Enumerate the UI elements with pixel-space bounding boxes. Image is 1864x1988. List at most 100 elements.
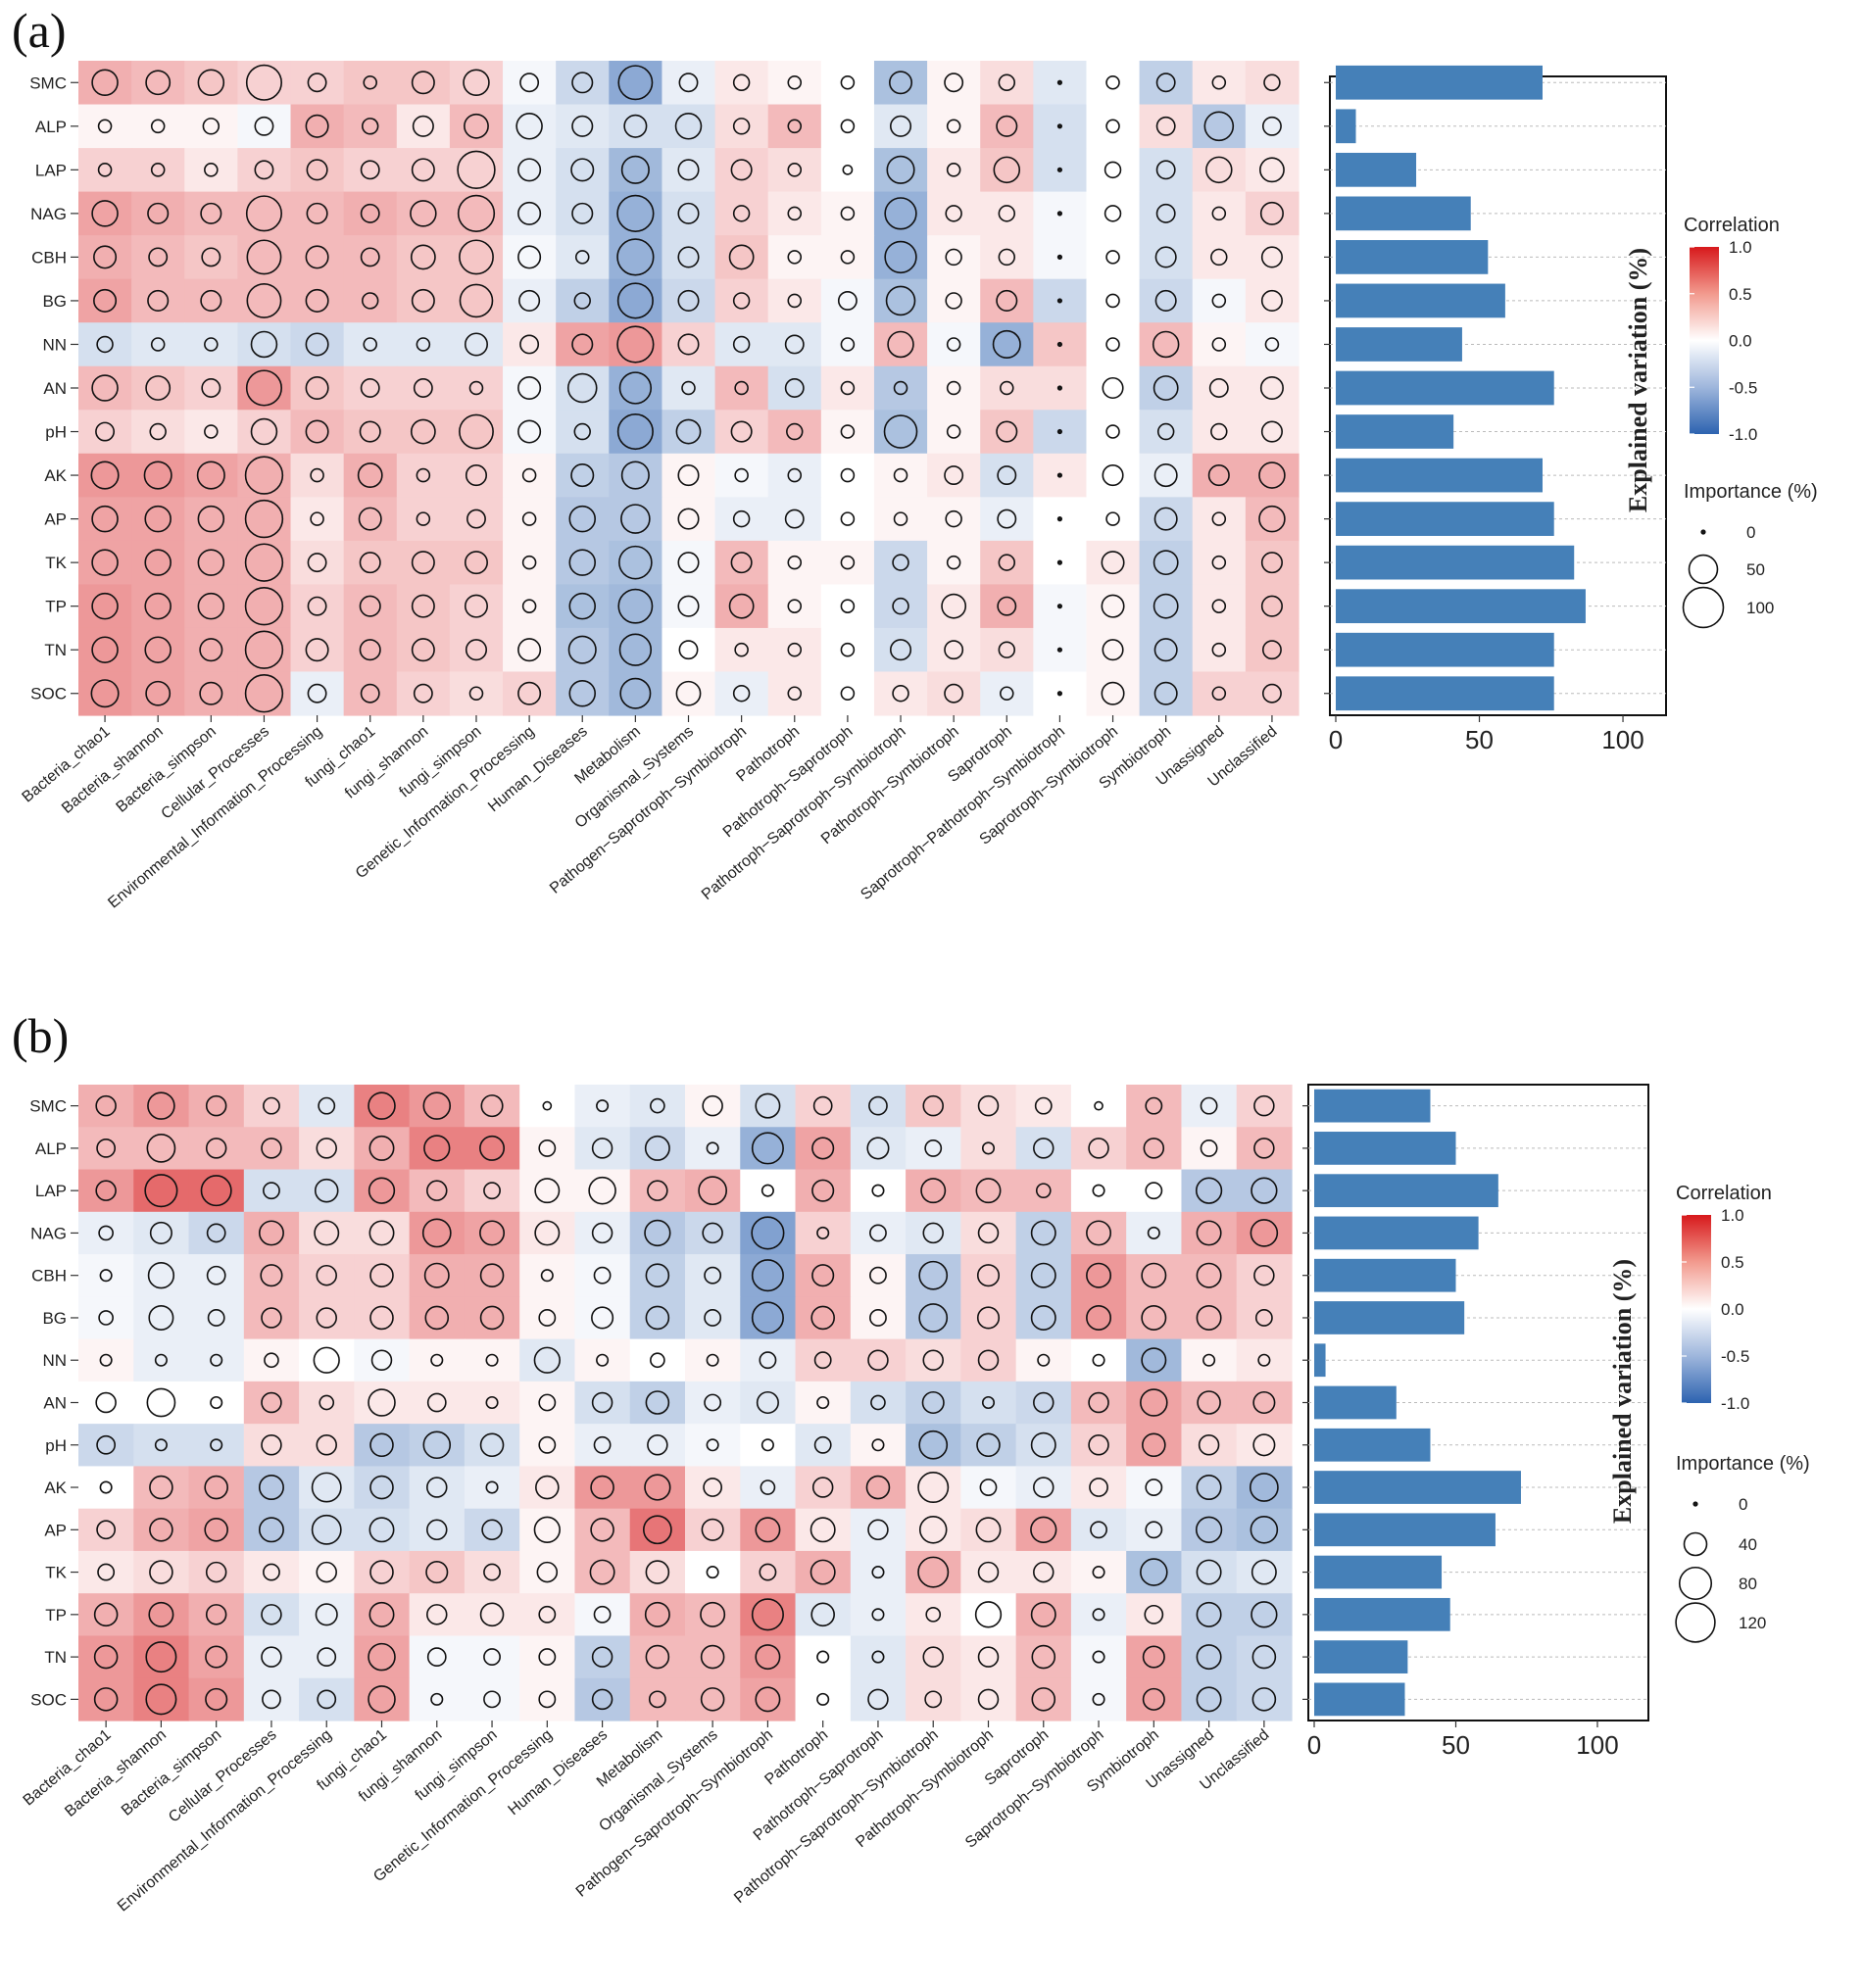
heatmap-cell [685, 1211, 741, 1255]
bar [1314, 1471, 1521, 1504]
importance-circle [306, 159, 328, 181]
heatmap-cell [927, 365, 981, 411]
importance-circle [319, 1394, 335, 1411]
importance-circle [261, 1604, 282, 1625]
heatmap-cell [464, 1550, 520, 1594]
heatmap-cell [714, 627, 769, 673]
importance-circle [144, 592, 172, 620]
heatmap-cell [1245, 104, 1300, 149]
heatmap-cell [1192, 627, 1247, 673]
heatmap-cell [1181, 1169, 1238, 1213]
importance-circle [840, 119, 856, 134]
heatmap-cell [960, 1211, 1017, 1255]
importance-circle [258, 1220, 284, 1246]
importance-circle [784, 509, 805, 529]
heatmap-cell [927, 235, 981, 280]
heatmap-cell [906, 1338, 961, 1382]
row-label: ALP [35, 118, 67, 136]
heatmap-cell [574, 1677, 631, 1721]
importance-circle [816, 1692, 830, 1706]
importance-circle [787, 293, 803, 309]
importance-circle [369, 1263, 394, 1287]
importance-circle [517, 681, 542, 705]
importance-circle [1033, 1391, 1055, 1414]
importance-circle [728, 593, 755, 619]
importance-circle [1196, 1601, 1222, 1627]
heatmap-cell [629, 1508, 686, 1552]
importance-circle [1250, 1516, 1279, 1544]
importance-circle [1260, 552, 1283, 574]
importance-circle [202, 118, 221, 135]
importance-circle [305, 375, 329, 401]
importance-circle [144, 636, 172, 663]
heatmap-cell [449, 235, 504, 280]
heatmap-cell [1236, 1508, 1293, 1552]
heatmap-cell [1126, 1466, 1183, 1510]
importance-circle [591, 1688, 613, 1711]
importance-circle [207, 1309, 225, 1327]
importance-circle [538, 1435, 557, 1454]
heatmap-cell [290, 410, 345, 455]
row-label: AN [43, 379, 67, 398]
heatmap-cell [1015, 1169, 1072, 1213]
importance-circle [1260, 246, 1283, 268]
importance-circle [1056, 428, 1063, 435]
heatmap-cell [1086, 235, 1141, 280]
importance-circle [644, 1135, 670, 1161]
row-label: BG [42, 1309, 67, 1328]
heatmap-cell [927, 671, 981, 716]
heatmap-cell [820, 540, 875, 585]
heatmap-cell [503, 627, 557, 673]
heatmap-cell [629, 1127, 686, 1171]
importance-circle [305, 114, 329, 138]
importance-circle [263, 1182, 280, 1200]
heatmap-cell [1015, 1677, 1072, 1721]
importance-circle [361, 292, 379, 310]
importance-circle [264, 1352, 279, 1369]
heatmap-cell [1236, 1211, 1293, 1255]
heatmap-cell [850, 1169, 907, 1213]
heatmap-cell [78, 540, 132, 585]
legend-importance-label: 100 [1746, 599, 1774, 617]
heatmap-cell [1236, 1296, 1293, 1340]
importance-circle [145, 680, 172, 706]
importance-circle [1056, 385, 1063, 391]
importance-circle [95, 1391, 117, 1414]
importance-circle [946, 424, 961, 439]
heatmap-cell [1139, 410, 1194, 455]
heatmap-cell [78, 1677, 134, 1721]
heatmap-cell [78, 104, 132, 149]
importance-circle [305, 245, 329, 269]
importance-circle [360, 247, 380, 267]
importance-circle [197, 69, 225, 97]
heatmap-cell [873, 365, 928, 411]
importance-circle [677, 246, 700, 268]
importance-circle [677, 508, 700, 530]
heatmap-cell [906, 1169, 961, 1213]
importance-circle [359, 552, 381, 574]
heatmap-cell [685, 1254, 741, 1297]
importance-circle [426, 1604, 448, 1625]
importance-circle [675, 418, 702, 445]
heatmap-cell [78, 1085, 134, 1128]
heatmap-cell [464, 1381, 520, 1425]
heatmap-cell [131, 278, 185, 323]
importance-circle [1030, 1304, 1056, 1331]
heatmap-cell [409, 1550, 466, 1594]
row-label: AP [44, 510, 67, 529]
importance-circle [316, 1138, 337, 1159]
heatmap-cell [1181, 1381, 1238, 1425]
heatmap-cell [343, 191, 398, 236]
importance-circle [675, 680, 702, 706]
importance-circle [536, 1561, 559, 1583]
importance-circle [869, 1224, 887, 1242]
heatmap-cell [1181, 1127, 1238, 1171]
heatmap-cell [409, 1635, 466, 1679]
importance-circle [867, 1519, 889, 1541]
importance-circle [571, 72, 594, 94]
heatmap-cell [1236, 1424, 1293, 1467]
heatmap-cell [409, 1508, 466, 1552]
importance-circle [1198, 1434, 1220, 1456]
importance-circle [517, 375, 542, 401]
heatmap-cell [927, 61, 981, 106]
